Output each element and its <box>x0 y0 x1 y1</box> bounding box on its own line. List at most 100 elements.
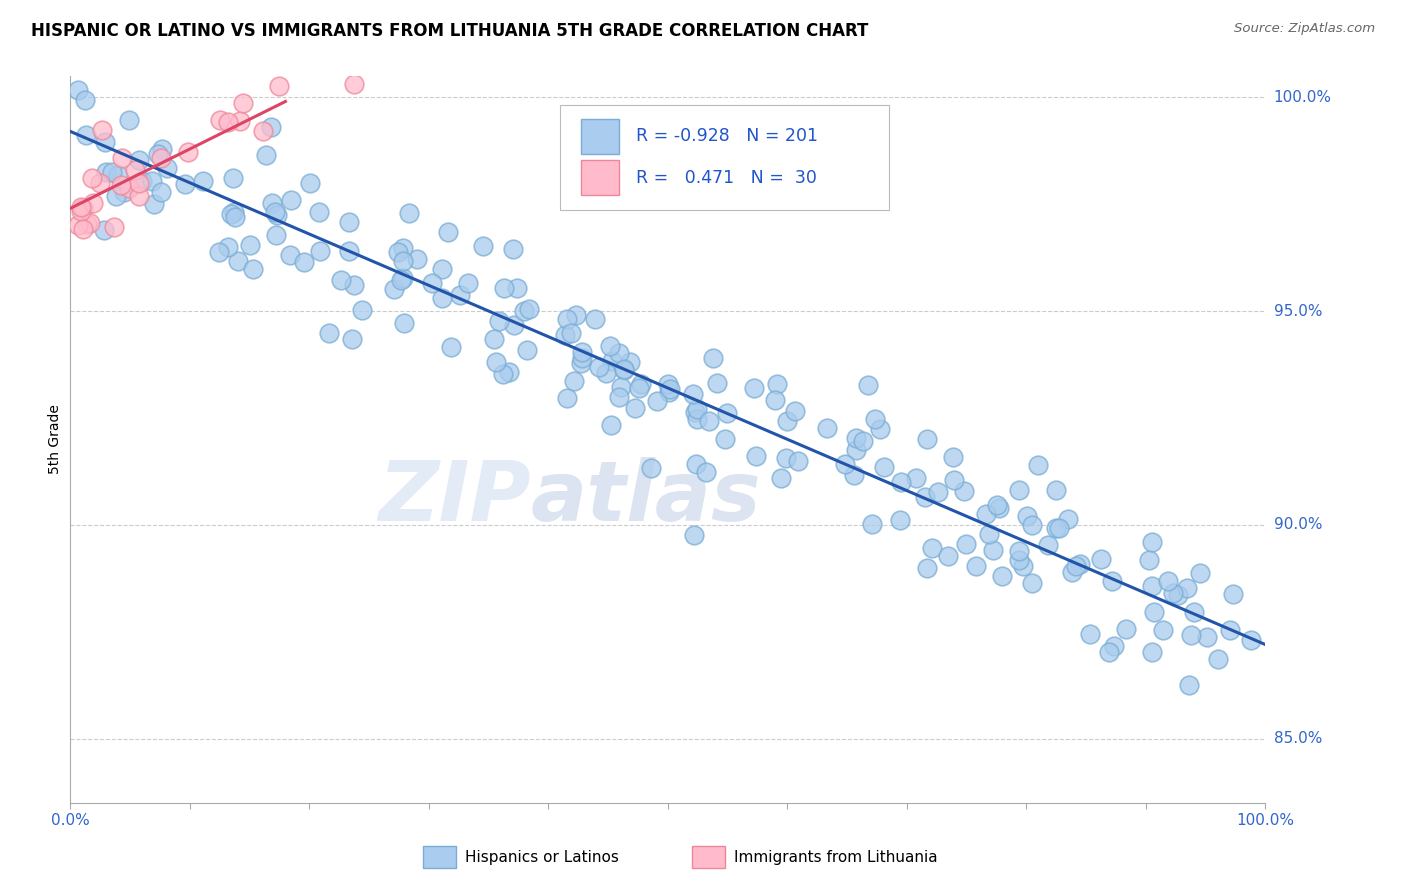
Point <box>763 392 786 407</box>
Text: R = -0.928   N = 201: R = -0.928 N = 201 <box>636 128 817 145</box>
Point <box>1012 559 1035 574</box>
Point <box>610 380 633 394</box>
Point <box>318 326 340 340</box>
Point <box>565 308 588 322</box>
Point <box>449 288 471 302</box>
Point <box>1140 535 1163 549</box>
Point <box>103 219 125 234</box>
Point <box>927 485 949 500</box>
Point <box>745 449 768 463</box>
Point <box>588 360 610 375</box>
Point <box>309 244 332 259</box>
Point <box>990 569 1012 583</box>
Point <box>658 385 681 400</box>
Point <box>392 241 415 255</box>
Point <box>112 185 135 199</box>
Point <box>921 541 943 555</box>
Point <box>1140 579 1163 593</box>
Point <box>555 312 578 326</box>
Point <box>628 381 651 395</box>
Point <box>266 227 288 242</box>
Point <box>1161 586 1184 600</box>
Point <box>143 197 166 211</box>
Point <box>785 403 807 417</box>
Point <box>1008 543 1031 558</box>
Point <box>856 377 879 392</box>
Point <box>613 361 636 376</box>
Point <box>340 332 363 346</box>
Point <box>766 376 789 391</box>
Point <box>1056 512 1078 526</box>
Point <box>742 381 765 395</box>
Point <box>155 161 177 175</box>
Point <box>1189 566 1212 580</box>
Point <box>863 412 886 426</box>
Point <box>89 176 111 190</box>
Point <box>714 432 737 446</box>
Point <box>406 252 429 266</box>
Point <box>860 516 883 531</box>
Point <box>852 434 875 449</box>
Point <box>609 345 631 359</box>
Point <box>595 366 617 380</box>
Point <box>1195 631 1218 645</box>
Point <box>775 450 797 465</box>
Point <box>382 282 405 296</box>
Bar <box>581 161 619 195</box>
Point <box>254 147 277 161</box>
Point <box>1102 639 1125 653</box>
Text: 95.0%: 95.0% <box>1274 303 1322 318</box>
Text: atlas: atlas <box>530 457 761 538</box>
Point <box>630 376 652 391</box>
Point <box>80 170 103 185</box>
Point <box>118 181 141 195</box>
Point <box>955 537 977 551</box>
Point <box>659 382 682 396</box>
Point <box>392 254 415 268</box>
Point <box>91 122 114 136</box>
Point <box>280 193 302 207</box>
Text: 100.0%: 100.0% <box>1274 90 1331 104</box>
Point <box>988 501 1011 516</box>
Point <box>1157 574 1180 588</box>
Point <box>697 414 720 428</box>
Point <box>599 339 621 353</box>
Point <box>209 112 232 127</box>
Point <box>1137 553 1160 567</box>
Point <box>242 262 264 277</box>
Point <box>600 353 623 368</box>
Point <box>716 405 738 419</box>
Point <box>1184 605 1206 619</box>
Point <box>226 254 249 268</box>
Point <box>1222 587 1244 601</box>
Point <box>457 276 479 290</box>
Point <box>471 239 494 253</box>
Point <box>93 135 115 149</box>
Point <box>1206 652 1229 666</box>
Text: 90.0%: 90.0% <box>1274 517 1322 533</box>
Point <box>1239 633 1261 648</box>
Point <box>571 351 593 366</box>
Point <box>1021 576 1043 591</box>
Point <box>640 461 662 475</box>
Point <box>502 242 524 256</box>
Point <box>222 170 245 185</box>
Point <box>569 356 592 370</box>
Point <box>834 457 856 471</box>
Point <box>436 225 458 239</box>
Point <box>695 465 717 479</box>
Point <box>1152 623 1174 637</box>
Point <box>398 205 420 219</box>
Point <box>66 218 89 232</box>
Bar <box>692 847 725 868</box>
Point <box>938 549 960 563</box>
Point <box>1017 509 1039 524</box>
Point <box>974 507 997 521</box>
Point <box>420 277 443 291</box>
Point <box>128 176 150 190</box>
Point <box>842 467 865 482</box>
Point <box>506 280 529 294</box>
Point <box>776 414 799 428</box>
Point <box>392 271 415 285</box>
Point <box>176 145 198 160</box>
